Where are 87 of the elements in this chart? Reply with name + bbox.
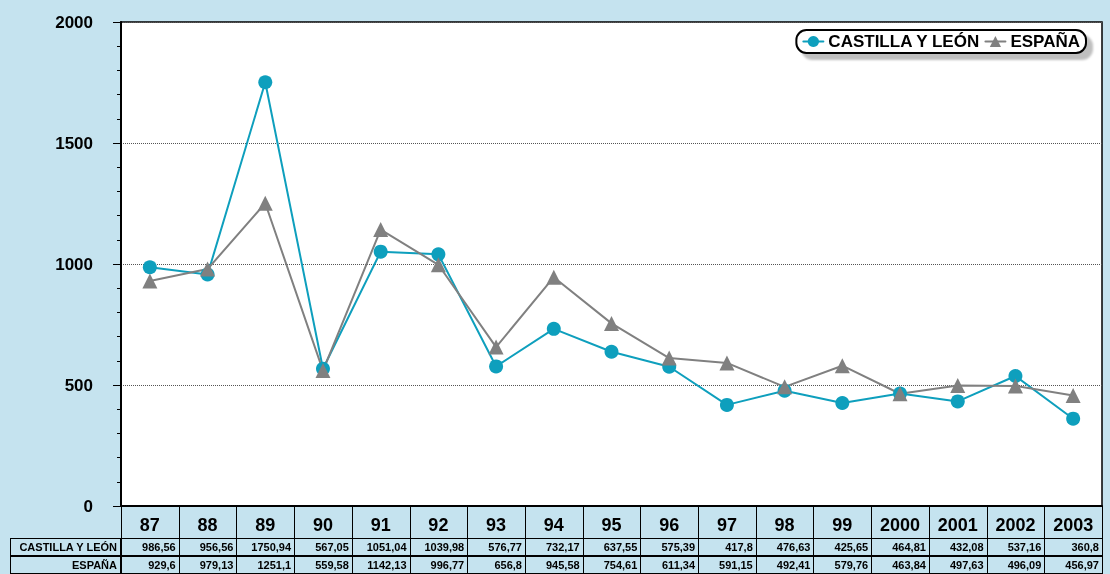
- text: CASTILLA Y LEÓN: [19, 541, 117, 553]
- y-tick-label: 2000: [55, 12, 93, 32]
- point: [373, 222, 389, 238]
- point: [430, 257, 446, 273]
- point: [719, 355, 735, 371]
- data-label: 1251,1: [236, 556, 296, 574]
- data-label: 559,58: [294, 556, 353, 574]
- x-tick-label: 90: [312, 515, 333, 535]
- point: [546, 321, 561, 336]
- data-label: 576,77: [467, 538, 526, 556]
- point: [661, 350, 677, 366]
- data-label: 956,56: [178, 538, 238, 556]
- point: [1066, 411, 1081, 426]
- point: [604, 344, 619, 359]
- point: [488, 339, 504, 355]
- x-tick-label: 92: [428, 515, 449, 535]
- x-tick-label: 91: [370, 515, 391, 535]
- data-label: 579,76: [813, 556, 873, 574]
- data-label: 1051,04: [351, 538, 411, 556]
- x-tick-label: 98: [774, 515, 795, 535]
- data-label: 432,08: [928, 538, 988, 556]
- point: [1007, 378, 1023, 394]
- point: [604, 315, 619, 331]
- point: [834, 358, 850, 374]
- point: [373, 244, 388, 259]
- y-tick-label: 1000: [55, 254, 93, 274]
- point: [257, 195, 273, 211]
- data-label: 497,63: [928, 556, 988, 574]
- x-tick-label: 89: [255, 515, 276, 535]
- x-tick-label: 2002: [995, 515, 1036, 535]
- data-label: 611,34: [640, 556, 700, 574]
- x-tick-label: 2001: [937, 515, 978, 535]
- point: [1065, 387, 1081, 403]
- x-tick-label: 96: [659, 515, 680, 535]
- x-tick-label: 93: [486, 515, 507, 535]
- data-label: 1142,13: [351, 556, 411, 574]
- data-label: 732,17: [524, 538, 584, 556]
- x-tick-label: 99: [832, 515, 853, 535]
- point: [258, 75, 273, 90]
- data-label: 754,61: [582, 556, 642, 574]
- point: [719, 397, 734, 412]
- data-label: 656,8: [467, 556, 526, 574]
- point: [142, 260, 157, 275]
- x-tick-label: 94: [543, 515, 564, 535]
- x-tick-label: 87: [139, 515, 160, 535]
- x-tick-label: 95: [601, 515, 622, 535]
- point: [546, 269, 562, 285]
- data-label: 456,97: [1044, 556, 1103, 574]
- point: [489, 359, 504, 374]
- data-label: 929,6: [121, 556, 180, 574]
- data-label: 360,8: [1044, 538, 1103, 556]
- data-label: 417,8: [698, 538, 757, 556]
- point: [200, 261, 216, 277]
- legend-label: CASTILLA Y LEÓN: [828, 32, 980, 51]
- data-label: 1750,94: [236, 538, 296, 556]
- data-label: 476,63: [755, 538, 815, 556]
- data-label: 463,84: [871, 556, 930, 574]
- point: [431, 247, 446, 262]
- point: [835, 396, 850, 410]
- data-label: 575,39: [640, 538, 700, 556]
- legend-label: ESPAÑA: [1010, 31, 1081, 51]
- data-label: 464,81: [871, 538, 930, 556]
- point: [950, 378, 966, 394]
- x-tick-label: 88: [197, 515, 218, 535]
- data-label: 425,65: [813, 538, 873, 556]
- data-label: 1039,98: [409, 538, 469, 556]
- data-label: 986,56: [121, 538, 180, 556]
- text: ESPAÑA: [71, 559, 117, 571]
- point: [142, 273, 158, 289]
- x-tick-label: 2000: [880, 515, 921, 535]
- y-tick-label: 500: [64, 375, 93, 395]
- y-tick-label: 1500: [55, 133, 93, 153]
- data-label: 637,55: [582, 538, 642, 556]
- point: [950, 394, 965, 409]
- point: [777, 379, 793, 395]
- data-label: 567,05: [294, 538, 353, 556]
- x-tick-label: 2003: [1053, 515, 1094, 535]
- data-label: 945,58: [524, 556, 584, 574]
- data-label: 496,09: [986, 556, 1046, 574]
- data-label: 979,13: [178, 556, 238, 574]
- point: [1008, 369, 1023, 383]
- data-label: 591,15: [698, 556, 757, 574]
- y-tick-label: 0: [83, 496, 93, 516]
- data-label: 996,77: [409, 556, 469, 574]
- x-tick-label: 97: [716, 515, 737, 535]
- data-label: 492,41: [755, 556, 815, 574]
- data-label: 537,16: [986, 538, 1046, 556]
